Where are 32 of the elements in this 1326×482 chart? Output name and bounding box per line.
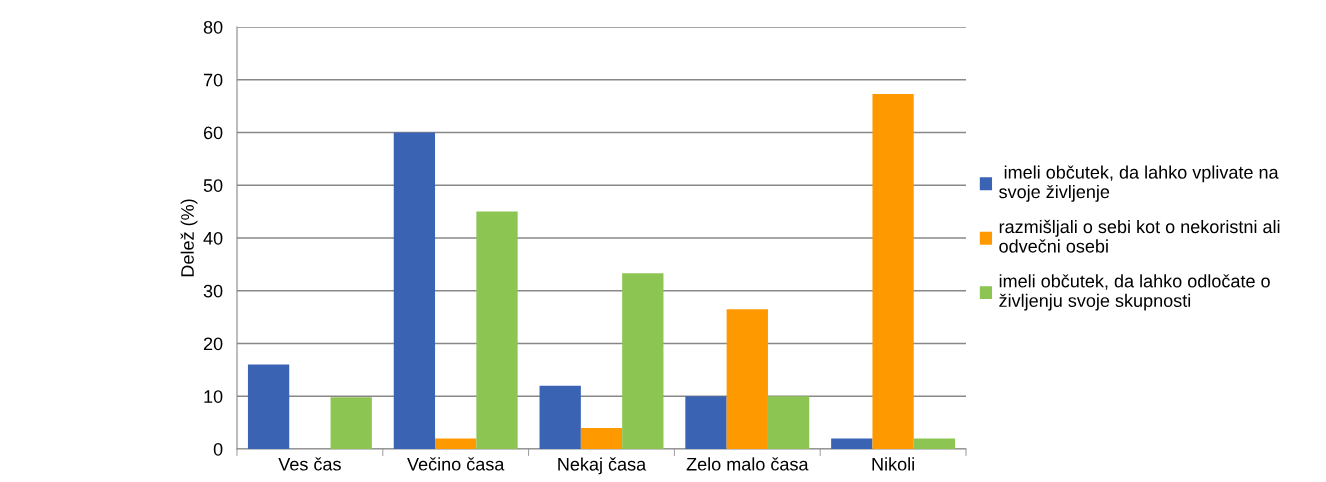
bar [767, 396, 810, 449]
legend-label: imeli občutek, da lahko odločate o življenju svoje skupnosti [999, 274, 1270, 311]
y-tick-label: 80 [203, 20, 223, 34]
y-tick-label: 20 [203, 337, 223, 351]
x-tick-label: Nekaj časa [558, 457, 647, 475]
bar [393, 132, 436, 449]
legend-label: imeli občutek, da lahko vplivate na svoje življenje [999, 165, 1279, 202]
y-tick-label: 40 [203, 231, 223, 245]
x-tick-label: Zelo malo časa [686, 457, 809, 471]
bar [330, 397, 372, 449]
x-tick-label: Ves čas [278, 457, 341, 471]
bar [685, 396, 727, 449]
y-tick-label: 50 [203, 179, 223, 192]
y-tick-label: 70 [203, 73, 223, 87]
bar [831, 438, 873, 449]
bar [913, 438, 956, 449]
bar [580, 427, 623, 449]
bar [247, 364, 290, 449]
bar [539, 385, 581, 449]
y-tick-label: 60 [203, 126, 223, 140]
bar [726, 309, 768, 449]
bar [872, 93, 914, 449]
legend-label: razmišljali o sebi kot o nekoristni ali odvečni osebi [999, 219, 1280, 253]
bar [622, 273, 664, 449]
y-tick-label: 10 [204, 390, 223, 403]
x-tick-label: Večino časa [407, 457, 505, 471]
y-axis-title: Delež (%) [180, 199, 198, 277]
bar [476, 211, 518, 449]
y-tick-label: 30 [203, 284, 223, 298]
y-tick-label: 0 [213, 442, 223, 456]
bar [435, 438, 477, 449]
x-tick-label: Nikoli [872, 457, 914, 471]
